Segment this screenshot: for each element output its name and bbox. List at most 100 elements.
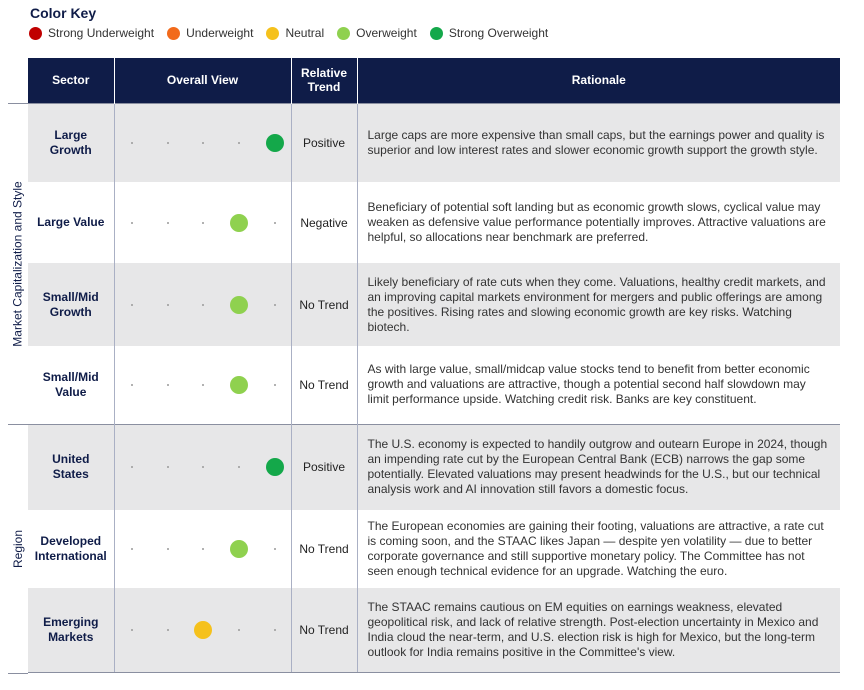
view-scale <box>115 294 291 316</box>
legend-item-underweight: Underweight <box>167 26 253 40</box>
scale-tick-icon <box>166 303 169 306</box>
legend-item-strong-underweight: Strong Underweight <box>29 26 154 40</box>
scale-tick-icon <box>130 466 133 469</box>
neutral-marker-icon <box>193 620 212 639</box>
legend-label: Neutral <box>285 26 325 40</box>
color-key-legend: Strong Underweight Underweight Neutral O… <box>29 24 561 42</box>
overweight-marker-icon <box>229 295 248 314</box>
scale-tick-icon <box>166 383 169 386</box>
strong-overweight-marker-icon <box>265 458 284 477</box>
overweight-marker-icon <box>229 375 248 394</box>
view-scale <box>115 619 291 641</box>
legend-item-neutral: Neutral <box>266 26 324 40</box>
sector-name: United States <box>28 423 115 510</box>
table-row: United States Positive The U.S. economy … <box>28 423 840 510</box>
scale-tick-icon <box>201 303 204 306</box>
rationale-text: The European economies are gaining their… <box>357 510 840 588</box>
group-label-region: Region <box>8 424 28 673</box>
relative-trend: No Trend <box>291 263 358 346</box>
scale-tick-icon <box>273 628 276 631</box>
relative-trend: No Trend <box>291 588 358 673</box>
strong-overweight-marker-icon <box>265 133 284 152</box>
scale-tick-icon <box>201 466 204 469</box>
table-row: Emerging Markets No Trend The STAAC rema… <box>28 588 840 673</box>
overall-view-cell <box>114 346 292 424</box>
scale-tick-icon <box>273 548 276 550</box>
rationale-text: The U.S. economy is expected to handily … <box>357 423 840 510</box>
group-divider-top <box>8 103 28 104</box>
rationale-text: Beneficiary of potential soft landing bu… <box>357 182 840 263</box>
scale-tick-icon <box>201 221 204 224</box>
header-overall-view: Overall View <box>114 58 292 103</box>
overall-view-cell <box>114 423 292 510</box>
overall-view-cell <box>114 102 292 182</box>
table-row: Small/Mid Value No Trend As with large v… <box>28 346 840 424</box>
scale-tick-icon <box>166 466 169 469</box>
sector-view-table: Sector Overall View Relative Trend Ratio… <box>28 58 840 673</box>
view-scale <box>115 456 291 478</box>
sector-name: Large Value <box>28 182 115 263</box>
relative-trend: Positive <box>291 423 358 510</box>
view-scale <box>115 538 291 560</box>
table-row: Developed International No Trend The Eur… <box>28 510 840 588</box>
relative-trend: No Trend <box>291 346 358 424</box>
strong-overweight-dot-icon <box>429 26 443 40</box>
view-scale <box>115 132 291 154</box>
strong-underweight-dot-icon <box>29 26 42 40</box>
legend-item-strong-overweight: Strong Overweight <box>429 26 549 40</box>
scale-tick-icon <box>237 628 240 631</box>
scale-tick-icon <box>273 303 276 306</box>
scale-tick-icon <box>130 383 133 386</box>
neutral-dot-icon <box>266 26 280 40</box>
scale-tick-icon <box>201 141 204 144</box>
scale-tick-icon <box>237 141 240 144</box>
group-label-text: Region <box>11 529 25 568</box>
rationale-text: Large caps are more expensive than small… <box>357 102 840 182</box>
scale-tick-icon <box>130 141 133 144</box>
scale-tick-icon <box>201 383 204 386</box>
relative-trend: Negative <box>291 182 358 263</box>
relative-trend: No Trend <box>291 510 358 588</box>
overall-view-cell <box>114 263 292 346</box>
sector-name: Large Growth <box>28 102 115 182</box>
scale-tick-icon <box>166 628 169 631</box>
table-row: Large Value Negative Beneficiary of pote… <box>28 182 840 263</box>
header-relative-trend: Relative Trend <box>291 58 358 103</box>
legend-item-overweight: Overweight <box>337 26 417 40</box>
legend-label: Underweight <box>186 26 254 40</box>
rationale-text: As with large value, small/midcap value … <box>357 346 840 424</box>
overweight-marker-icon <box>229 213 248 232</box>
view-scale <box>115 374 291 396</box>
color-key-title: Color Key <box>30 5 97 21</box>
table-header-row: Sector Overall View Relative Trend Ratio… <box>28 58 840 103</box>
group-divider-middle <box>8 424 28 425</box>
sector-name: Small/Mid Value <box>28 346 115 424</box>
legend-label: Strong Overweight <box>448 26 549 40</box>
scale-tick-icon <box>273 221 276 224</box>
view-scale <box>115 212 291 234</box>
scale-tick-icon <box>166 548 169 550</box>
table-row: Small/Mid Growth No Trend Likely benefic… <box>28 263 840 346</box>
table-row: Large Growth Positive Large caps are mor… <box>28 102 840 182</box>
legend-label: Strong Underweight <box>48 26 155 40</box>
scale-tick-icon <box>130 221 133 224</box>
sector-name: Developed International <box>28 510 115 588</box>
scale-tick-icon <box>130 548 133 550</box>
scale-tick-icon <box>273 383 276 386</box>
header-rationale: Rationale <box>357 58 840 103</box>
rationale-text: Likely beneficiary of rate cuts when the… <box>357 263 840 346</box>
legend-label: Overweight <box>356 26 417 40</box>
underweight-dot-icon <box>167 26 181 40</box>
sector-name: Small/Mid Growth <box>28 263 115 346</box>
group-label-text: Market Capitalization and Style <box>11 180 26 347</box>
group-divider-bottom <box>8 673 28 674</box>
overweight-dot-icon <box>337 26 351 40</box>
sector-name: Emerging Markets <box>28 588 115 673</box>
group-label-market-cap: Market Capitalization and Style <box>8 103 28 424</box>
scale-tick-icon <box>166 221 169 224</box>
scale-tick-icon <box>130 628 133 631</box>
scale-tick-icon <box>237 466 240 469</box>
scale-tick-icon <box>201 548 204 550</box>
scale-tick-icon <box>166 141 169 144</box>
overall-view-cell <box>114 510 292 588</box>
